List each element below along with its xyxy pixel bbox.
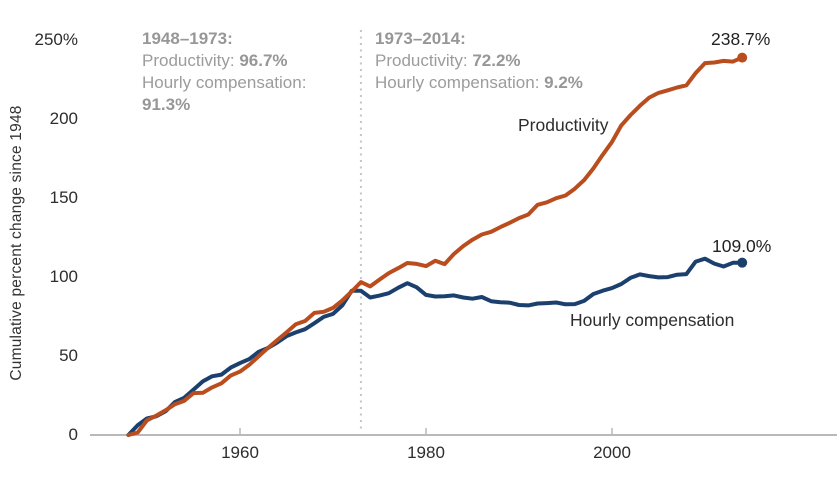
annotation-productivity-row: Productivity: 96.7% — [142, 50, 306, 72]
productivity-end-value-label: 238.7% — [711, 29, 771, 49]
compensation-stat-label: Hourly compensation: — [375, 73, 540, 92]
y-axis-title: Cumulative percent change since 1948 — [8, 105, 25, 381]
hourly-compensation-end-dot — [737, 257, 748, 268]
annotation-productivity-row: Productivity: 72.2% — [375, 50, 583, 72]
productivity-stat-label: Productivity: — [375, 51, 468, 70]
annotation-heading: 1948–1973: — [142, 29, 233, 48]
compensation-end-value-label: 109.0% — [712, 236, 772, 256]
productivity-end-dot — [737, 52, 748, 63]
compensation-stat-value: 91.3% — [142, 95, 191, 114]
x-tick-label: 2000 — [593, 443, 631, 462]
productivity-stat-value: 96.7% — [239, 51, 288, 70]
x-tick-label: 1980 — [407, 443, 445, 462]
compensation-stat-value: 9.2% — [544, 73, 583, 92]
hourly-compensation-line — [126, 256, 745, 437]
y-tick-label: 100 — [49, 266, 78, 286]
compensation-series-label: Hourly compensation — [570, 310, 735, 330]
annotation-1973-2014: 1973–2014: Productivity: 72.2% Hourly co… — [375, 28, 583, 94]
y-tick-label: 50 — [59, 345, 78, 365]
compensation-stat-label: Hourly compensation: — [142, 73, 307, 92]
annotation-compensation-row: Hourly compensation: — [142, 72, 306, 94]
annotation-heading: 1973–2014: — [375, 29, 466, 48]
productivity-stat-value: 72.2% — [472, 51, 521, 70]
productivity-line — [126, 55, 745, 437]
annotation-compensation-row: Hourly compensation: 9.2% — [375, 72, 583, 94]
x-tick-label: 1960 — [221, 443, 259, 462]
annotation-1948-1973: 1948–1973: Productivity: 96.7% Hourly co… — [142, 28, 306, 116]
productivity-series-label: Productivity — [518, 115, 609, 135]
y-tick-label: 150 — [49, 187, 78, 207]
y-tick-label: 250% — [34, 29, 78, 49]
productivity-stat-label: Productivity: — [142, 51, 235, 70]
y-tick-label: 0 — [68, 425, 78, 444]
y-tick-label: 200 — [49, 108, 78, 128]
x-axis-tick-marks — [239, 428, 613, 435]
